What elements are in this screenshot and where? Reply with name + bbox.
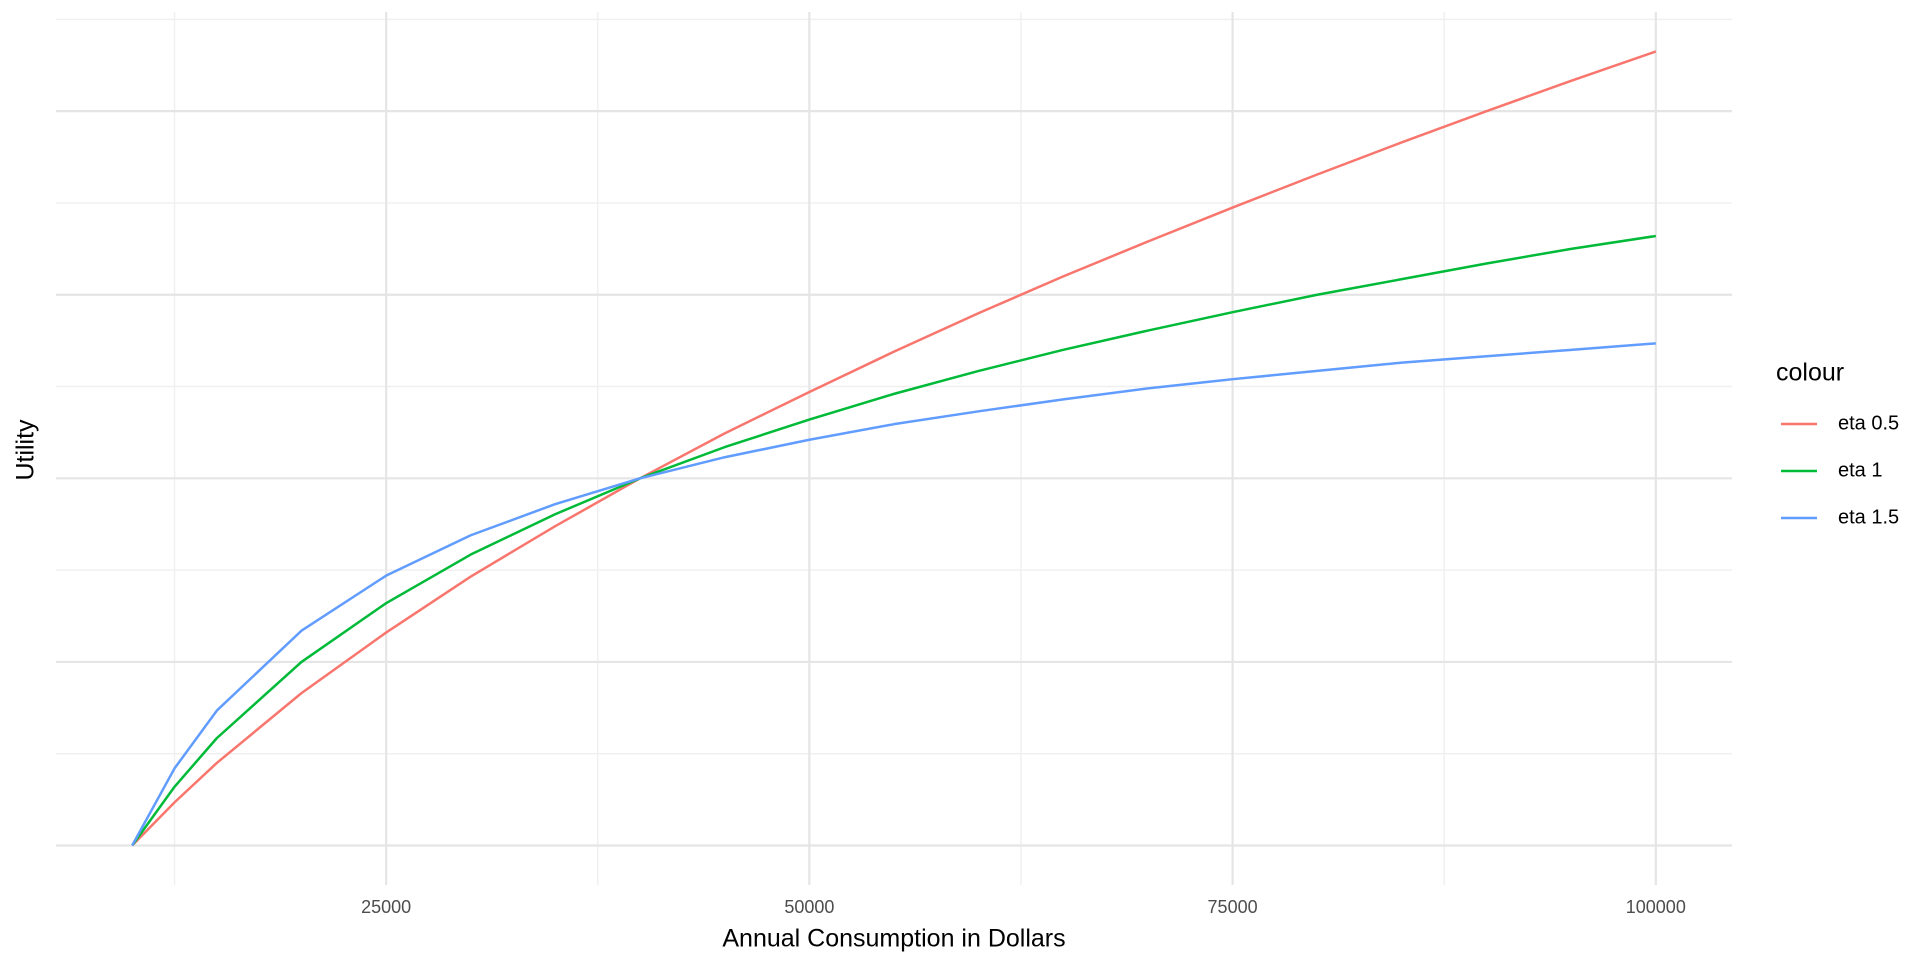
grid <box>56 12 1732 885</box>
x-tick-label: 100000 <box>1626 897 1686 917</box>
y-axis-title: Utility <box>12 419 40 481</box>
line <box>131 342 1656 847</box>
line <box>131 50 1657 847</box>
legend: eta 0.5 eta 1 eta 1.5 <box>1781 412 1899 528</box>
legend-label: eta 1.5 <box>1838 506 1899 528</box>
lines <box>131 50 1657 847</box>
legend-title: colour <box>1776 359 1844 387</box>
x-axis-title: Annual Consumption in Dollars <box>722 925 1065 953</box>
legend-label: eta 1 <box>1838 459 1882 481</box>
x-tick-label: 75000 <box>1208 897 1258 917</box>
x-tick-label: 25000 <box>361 897 411 917</box>
line <box>131 234 1657 847</box>
legend-label: eta 0.5 <box>1838 412 1899 434</box>
x-tick-label: 50000 <box>784 897 834 917</box>
